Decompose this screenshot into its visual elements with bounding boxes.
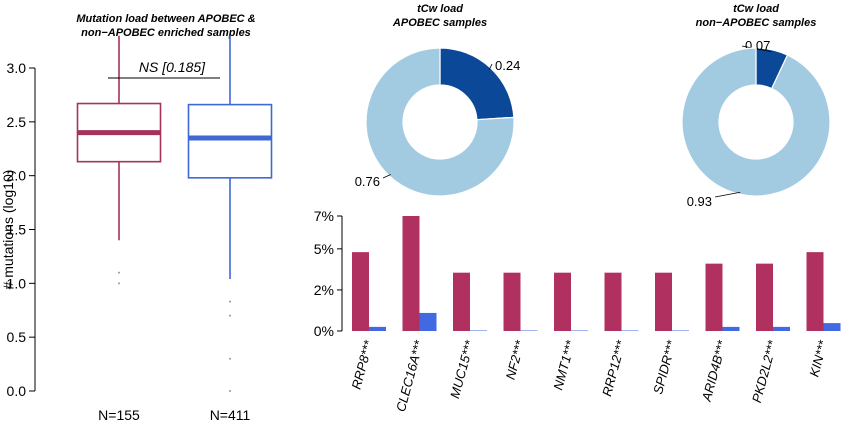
pie-slice bbox=[365, 47, 515, 197]
outlier-point bbox=[118, 282, 120, 285]
bar-y-tick-label: 2% bbox=[314, 282, 334, 298]
pie-title-line: tCw load bbox=[417, 3, 463, 15]
boxplot-title-line: Mutation load between APOBEC & bbox=[76, 13, 255, 25]
pie-leader-line bbox=[714, 191, 741, 198]
bar bbox=[672, 330, 689, 331]
bar-y-tick-label: 7% bbox=[314, 208, 334, 224]
gene-label: CLEC16A*** bbox=[393, 338, 427, 413]
group-count-label: N=411 bbox=[210, 407, 251, 423]
bar bbox=[806, 252, 824, 331]
bar-y-tick-label: 0% bbox=[314, 323, 334, 339]
bar bbox=[402, 216, 420, 331]
y-tick-label: 0.0 bbox=[7, 383, 27, 399]
outlier-point bbox=[118, 271, 120, 274]
gene-label: RRP8*** bbox=[349, 338, 377, 391]
y-tick-label: 2.0 bbox=[7, 168, 27, 184]
bar bbox=[554, 272, 571, 331]
boxplot-panel: Mutation load between APOBEC & non−APOBEC… bbox=[0, 13, 273, 423]
pie-apobec-panel: tCw load APOBEC samples 0.24 0.76 bbox=[355, 3, 520, 197]
bar-y-tick-label: 5% bbox=[314, 241, 334, 257]
group-count-label: N=155 bbox=[98, 407, 140, 423]
bar bbox=[722, 326, 740, 331]
bar bbox=[520, 330, 538, 331]
gene-label: SPIDR*** bbox=[650, 338, 679, 396]
bar bbox=[705, 263, 723, 331]
bar-chart-panel: 0% 2% 5% 7% RRP8*** CLEC16A*** MUC15*** NF2*** N… bbox=[314, 208, 841, 413]
bar bbox=[419, 312, 437, 331]
bar bbox=[453, 272, 470, 331]
bar bbox=[756, 263, 773, 331]
pie-leader-line bbox=[741, 45, 772, 53]
y-tick-label: 2.5 bbox=[7, 114, 27, 130]
pie-slice-label: 0.24 bbox=[495, 58, 520, 73]
bar bbox=[773, 326, 790, 331]
gene-label: ARID4B*** bbox=[699, 338, 730, 404]
gene-label: MUC15*** bbox=[447, 338, 477, 400]
bar bbox=[621, 330, 639, 331]
pie-slice-label: 0.93 bbox=[687, 194, 712, 209]
y-tick-label: 3.0 bbox=[7, 60, 27, 76]
bar bbox=[655, 272, 672, 331]
y-tick-label: 0.5 bbox=[7, 329, 27, 345]
pie-leader-line bbox=[488, 63, 493, 70]
outlier-point bbox=[229, 390, 231, 392]
outlier-point bbox=[229, 357, 231, 360]
bar bbox=[503, 272, 521, 331]
bar bbox=[571, 330, 588, 331]
outlier-point bbox=[229, 300, 231, 303]
bar bbox=[823, 323, 841, 331]
pie-title-line: non−APOBEC samples bbox=[696, 17, 817, 29]
pie-slice-label: 0.76 bbox=[355, 174, 380, 189]
bar bbox=[604, 272, 622, 331]
box-iqr bbox=[187, 103, 273, 179]
bar bbox=[369, 326, 386, 331]
boxplot-title-line: non−APOBEC enriched samples bbox=[81, 27, 251, 39]
gene-label: RRP12*** bbox=[599, 338, 629, 398]
pie-title-line: tCw load bbox=[733, 3, 779, 15]
significance-label: NS [0.185] bbox=[139, 59, 206, 75]
gene-label: PKD2L2*** bbox=[749, 338, 780, 404]
bar bbox=[352, 252, 369, 331]
bar bbox=[470, 330, 487, 331]
pie-leader-line bbox=[382, 174, 391, 179]
gene-label: NMT1*** bbox=[550, 338, 578, 392]
y-tick-label: 1.5 bbox=[7, 222, 27, 238]
y-axis-label: # mutations (log10) bbox=[0, 170, 16, 290]
outlier-point bbox=[229, 314, 231, 317]
y-tick-label: 1.0 bbox=[7, 275, 27, 291]
gene-label: NF2*** bbox=[503, 338, 528, 381]
gene-label: KIN*** bbox=[806, 338, 830, 378]
pie-slice bbox=[681, 47, 831, 197]
pie-title-line: APOBEC samples bbox=[392, 17, 487, 29]
